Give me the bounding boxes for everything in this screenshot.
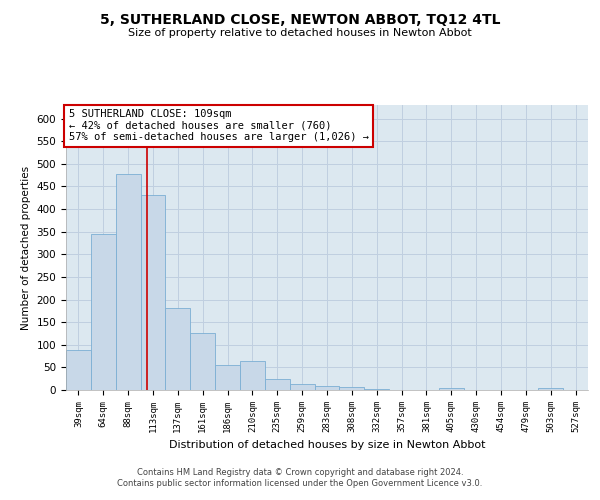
Text: 5, SUTHERLAND CLOSE, NEWTON ABBOT, TQ12 4TL: 5, SUTHERLAND CLOSE, NEWTON ABBOT, TQ12 … [100, 12, 500, 26]
Bar [166, 308, 190, 390]
Bar [538, 388, 563, 390]
Bar [314, 386, 340, 390]
Text: 5 SUTHERLAND CLOSE: 109sqm
← 42% of detached houses are smaller (760)
57% of sem: 5 SUTHERLAND CLOSE: 109sqm ← 42% of deta… [68, 110, 368, 142]
Bar [66, 350, 91, 390]
Bar [140, 196, 166, 390]
Bar [116, 174, 140, 390]
Bar [290, 384, 314, 390]
Bar [265, 378, 290, 390]
Text: Contains HM Land Registry data © Crown copyright and database right 2024.
Contai: Contains HM Land Registry data © Crown c… [118, 468, 482, 487]
Text: Size of property relative to detached houses in Newton Abbot: Size of property relative to detached ho… [128, 28, 472, 38]
Y-axis label: Number of detached properties: Number of detached properties [21, 166, 31, 330]
Bar [91, 234, 116, 390]
Bar [340, 388, 364, 390]
X-axis label: Distribution of detached houses by size in Newton Abbot: Distribution of detached houses by size … [169, 440, 485, 450]
Bar [190, 334, 215, 390]
Bar [215, 365, 240, 390]
Bar [240, 360, 265, 390]
Bar [364, 389, 389, 390]
Bar [439, 388, 464, 390]
